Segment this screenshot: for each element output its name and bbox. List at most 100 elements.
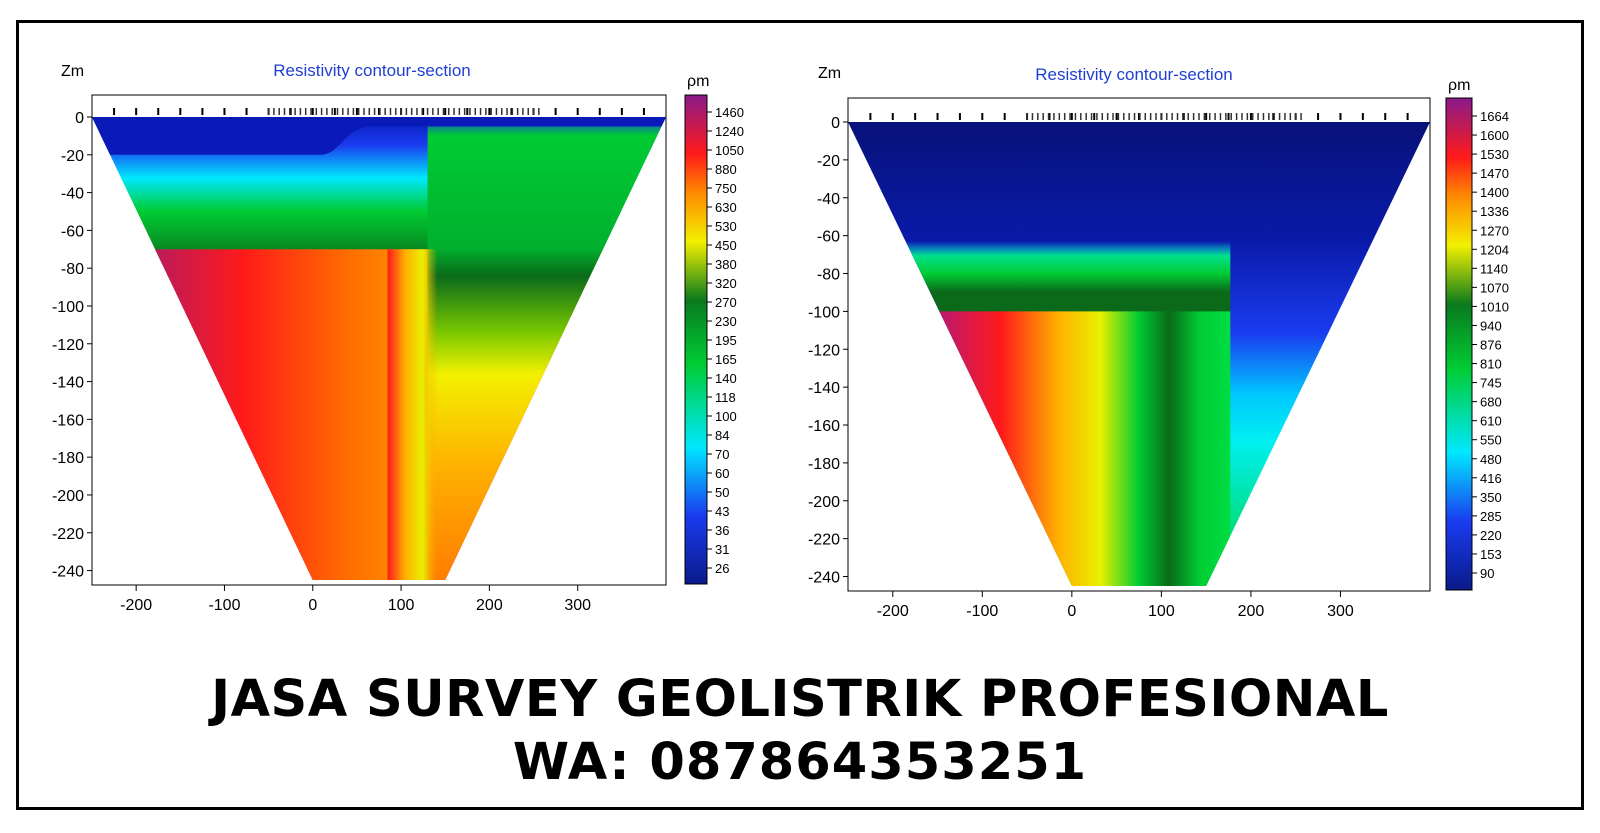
y-tick-label: -40 — [61, 186, 84, 203]
colorbar-tick-label: 1530 — [1480, 147, 1509, 162]
colorbar-tick-label: 270 — [715, 295, 737, 310]
y-tick-label: -20 — [61, 148, 84, 165]
banner-contact: WA: 087864353251 — [512, 733, 1088, 792]
colorbar-tick-label: 480 — [1480, 452, 1502, 467]
colorbar-tick-label: 1600 — [1480, 128, 1509, 143]
colorbar-tick-label: 70 — [715, 447, 729, 462]
colorbar-tick-label: 450 — [715, 238, 737, 253]
x-tick-label: 100 — [388, 597, 415, 614]
colorbar-tick-label: 60 — [715, 466, 729, 481]
y-tick-label: -60 — [61, 223, 84, 240]
x-tick-label: 200 — [1238, 603, 1265, 620]
colorbar-tick-label: 84 — [715, 428, 729, 443]
x-tick-label: -100 — [966, 603, 998, 620]
colorbar-tick-label: 1010 — [1480, 299, 1509, 314]
y-axis-label: Zm — [818, 65, 841, 82]
colorbar-tick-label: 50 — [715, 485, 729, 500]
colorbar-tick-label: 680 — [1480, 395, 1502, 410]
resistivity-chart-right: Resistivity contour-section Zm -200 -100 0… — [808, 65, 1509, 620]
colorbar — [684, 94, 708, 585]
colorbar-tick-label: 1400 — [1480, 185, 1509, 200]
colorbar-tick-label: 90 — [1480, 566, 1494, 581]
colorbar-tick-label: 416 — [1480, 471, 1502, 486]
colorbar-tick-label: 153 — [1480, 547, 1502, 562]
y-tick-label: -140 — [808, 380, 840, 397]
colorbar-tick-label: 810 — [1480, 357, 1502, 372]
colorbar-tick-label: 745 — [1480, 376, 1502, 391]
resistivity-chart-left: Resistivity contour-section Zm -200 -100 0… — [52, 61, 744, 614]
colorbar-tick-label: 31 — [715, 542, 729, 557]
y-tick-label: -100 — [808, 304, 840, 321]
colorbar — [1445, 97, 1473, 591]
y-tick-label: -240 — [52, 564, 84, 581]
y-axis-label: Zm — [61, 63, 84, 80]
colorbar-tick-label: 230 — [715, 314, 737, 329]
colorbar-tick-label: 320 — [715, 276, 737, 291]
chart-title: Resistivity contour-section — [273, 61, 470, 80]
x-tick-label: 0 — [1067, 603, 1076, 620]
colorbar-ticks: 1460 1240 1050 880 750 630 530 450 380 320 270 230 1… — [707, 105, 744, 576]
colorbar-tick-label: 43 — [715, 504, 729, 519]
colorbar-tick-label: 1070 — [1480, 280, 1509, 295]
colorbar-tick-label: 750 — [715, 181, 737, 196]
y-axis-ticks: 0 -20 -40 -60 -80 -100 -120 -140 -160 -180 -200 -22… — [808, 115, 848, 587]
y-tick-label: -100 — [52, 299, 84, 316]
colorbar-tick-label: 285 — [1480, 509, 1502, 524]
colorbar-tick-label: 1204 — [1480, 242, 1509, 257]
colorbar-label: ρm — [687, 73, 709, 90]
colorbar-tick-label: 610 — [1480, 414, 1502, 429]
y-tick-label: 0 — [75, 110, 84, 127]
colorbar-ticks: 1664 1600 1530 1470 1400 1336 1270 1204 1140 1070… — [1472, 109, 1509, 581]
y-tick-label: -60 — [817, 229, 840, 246]
chart-title: Resistivity contour-section — [1035, 65, 1232, 84]
colorbar-tick-label: 350 — [1480, 490, 1502, 505]
y-tick-label: -240 — [808, 570, 840, 587]
y-tick-label: -80 — [817, 267, 840, 284]
colorbar-tick-label: 1664 — [1480, 109, 1509, 124]
y-tick-label: -160 — [52, 412, 84, 429]
colorbar-tick-label: 1460 — [715, 105, 744, 120]
electrode-markers — [113, 108, 645, 115]
y-tick-label: -80 — [61, 261, 84, 278]
x-tick-label: -200 — [877, 603, 909, 620]
y-tick-label: -20 — [817, 153, 840, 170]
y-tick-label: -180 — [808, 456, 840, 473]
colorbar-tick-label: 118 — [715, 390, 736, 405]
colorbar-label: ρm — [1448, 77, 1470, 94]
colorbar-tick-label: 1470 — [1480, 166, 1509, 181]
banner-title: JASA SURVEY GEOLISTRIK PROFESIONAL — [211, 670, 1389, 729]
colorbar-tick-label: 940 — [1480, 318, 1502, 333]
y-tick-label: -180 — [52, 450, 84, 467]
y-tick-label: -200 — [808, 494, 840, 511]
colorbar-tick-label: 530 — [715, 219, 737, 234]
electrode-markers — [869, 113, 1409, 120]
x-tick-label: 300 — [564, 597, 591, 614]
colorbar-tick-label: 1050 — [715, 143, 744, 158]
y-tick-label: -40 — [817, 191, 840, 208]
x-tick-label: -100 — [208, 597, 240, 614]
y-tick-label: -160 — [808, 418, 840, 435]
colorbar-tick-label: 140 — [715, 371, 737, 386]
x-tick-label: 300 — [1327, 603, 1354, 620]
colorbar-tick-label: 1270 — [1480, 223, 1509, 238]
colorbar-tick-label: 26 — [715, 561, 729, 576]
y-tick-label: -140 — [52, 375, 84, 392]
colorbar-tick-label: 880 — [715, 162, 737, 177]
colorbar-tick-label: 380 — [715, 257, 737, 272]
y-tick-label: -200 — [52, 488, 84, 505]
x-tick-label: 0 — [308, 597, 317, 614]
colorbar-tick-label: 876 — [1480, 338, 1502, 353]
x-axis-ticks: -200 -100 0 100 200 300 — [120, 585, 591, 614]
colorbar-tick-label: 36 — [715, 523, 729, 538]
colorbar-tick-label: 550 — [1480, 433, 1502, 448]
x-axis-ticks: -200 -100 0 100 200 300 — [877, 591, 1354, 620]
colorbar-tick-label: 1240 — [715, 124, 744, 139]
y-axis-ticks: 0 -20 -40 -60 -80 -100 -120 -140 -160 -180 -200 -22… — [52, 110, 92, 581]
colorbar-tick-label: 1140 — [1480, 261, 1508, 276]
y-tick-label: -120 — [808, 342, 840, 359]
x-tick-label: 200 — [476, 597, 503, 614]
colorbar-tick-label: 165 — [715, 352, 737, 367]
x-tick-label: 100 — [1148, 603, 1175, 620]
colorbar-tick-label: 630 — [715, 200, 737, 215]
